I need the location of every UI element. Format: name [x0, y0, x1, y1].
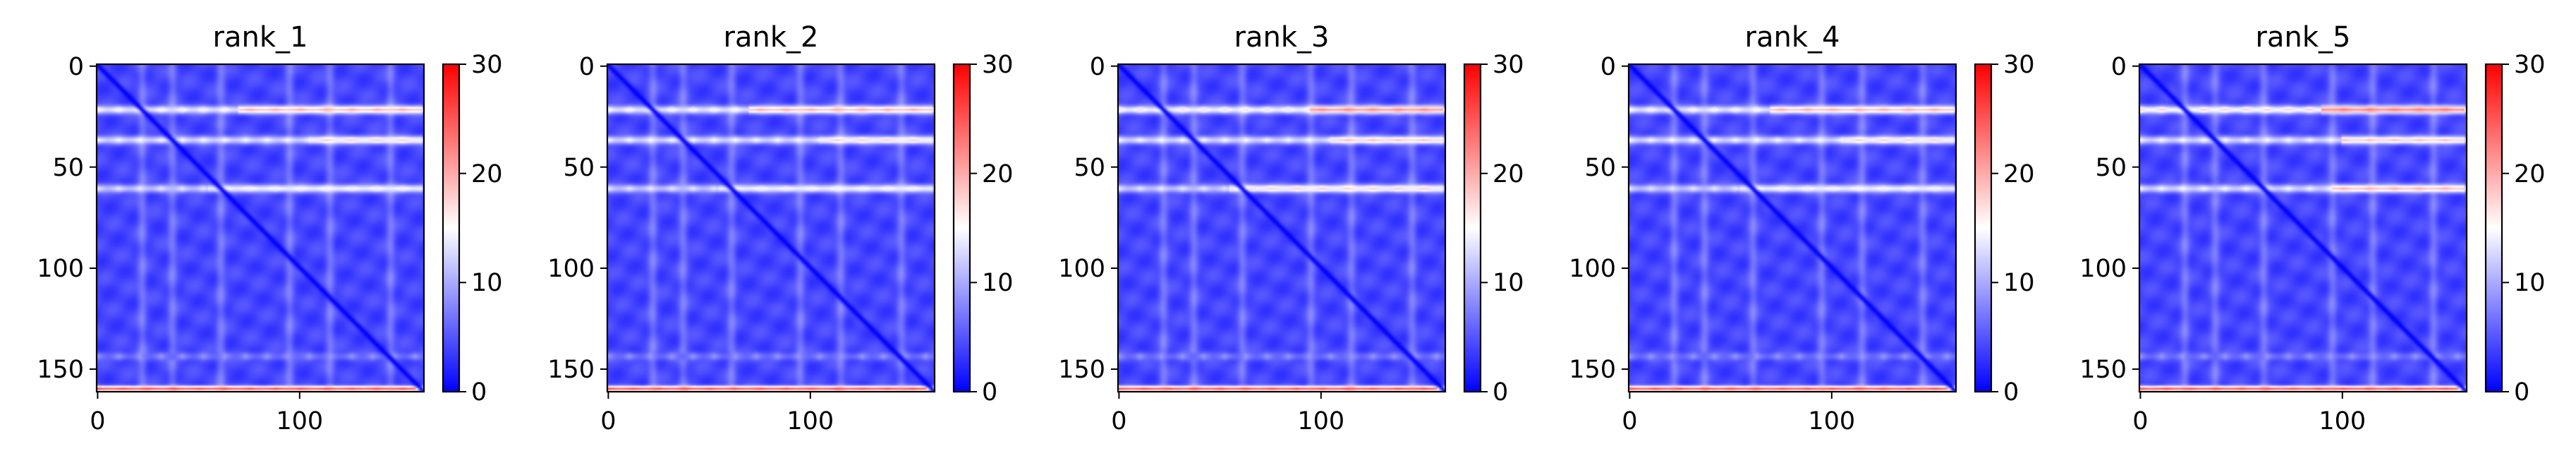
- colorbar-tick-label: 30: [471, 51, 503, 79]
- colorbar-frame: [2484, 63, 2503, 393]
- colorbar-tick-label: 10: [2514, 269, 2546, 297]
- x-tick-label: 0: [2132, 407, 2148, 435]
- y-tick-label: 50: [1074, 154, 1105, 182]
- colorbar-tick-label: 10: [1493, 269, 1524, 297]
- panel-title: rank_4: [1745, 21, 1840, 54]
- y-tick-label: 50: [1584, 154, 1616, 182]
- colorbar-tick-label: 20: [1493, 160, 1524, 188]
- colorbar: [1975, 64, 1991, 392]
- y-tick-label: 50: [563, 154, 595, 182]
- colorbar-tick-label: 0: [1493, 378, 1508, 407]
- panel-title: rank_5: [2256, 21, 2351, 54]
- colorbar-tick-label: 0: [2003, 378, 2019, 407]
- panel-rank-4: rank_4 0 50 100 150 0 100 0 10 20 30: [1569, 21, 2034, 435]
- colorbar: [1464, 64, 1481, 392]
- colorbar-tick-label: 20: [2514, 160, 2546, 188]
- colorbar-tick-label: 10: [982, 269, 1014, 297]
- colorbar-tick-label: 20: [2003, 160, 2035, 188]
- colorbar-tick-label: 30: [1493, 51, 1524, 79]
- heatmap-image: [607, 64, 935, 392]
- panel-title: rank_1: [213, 21, 308, 54]
- colorbar-frame: [952, 63, 971, 393]
- panel-title: rank_2: [724, 21, 819, 54]
- y-tick-label: 150: [547, 356, 595, 384]
- y-tick-label: 0: [579, 53, 595, 81]
- colorbar-tick-label: 20: [982, 160, 1014, 188]
- colorbar-frame: [1463, 63, 1482, 393]
- x-tick-label: 0: [600, 407, 616, 435]
- y-tick-label: 150: [2079, 356, 2127, 384]
- y-tick-label: 100: [547, 255, 595, 283]
- colorbar: [2486, 64, 2502, 392]
- colorbar-frame: [442, 63, 461, 393]
- x-tick-label: 0: [1622, 407, 1637, 435]
- y-tick-label: 100: [2079, 255, 2127, 283]
- colorbar-tick-label: 0: [471, 378, 487, 407]
- panel-rank-1: rank_1 0 50 100 150 0 100 0 10 20 30: [37, 21, 502, 435]
- y-tick-label: 0: [1600, 53, 1616, 81]
- heatmap-image: [1629, 64, 1956, 392]
- colorbar-tick-label: 20: [471, 160, 503, 188]
- x-tick-label: 100: [786, 407, 834, 435]
- panel-rank-2: rank_2 0 50 100 150 0 100 0 10 20 30: [547, 21, 1013, 435]
- y-tick-label: 150: [37, 356, 84, 384]
- colorbar-frame: [1974, 63, 1993, 393]
- colorbar-tick-label: 0: [2514, 378, 2529, 407]
- x-tick-label: 100: [2319, 407, 2366, 435]
- panel-title: rank_3: [1234, 21, 1330, 54]
- colorbar-tick-label: 0: [982, 378, 997, 407]
- colorbar-tick-label: 10: [2003, 269, 2035, 297]
- heatmap-image: [1118, 64, 1445, 392]
- heatmap-frame: [1117, 63, 1447, 393]
- colorbar: [954, 64, 970, 392]
- x-tick-label: 100: [276, 407, 323, 435]
- y-tick-label: 0: [68, 53, 84, 81]
- heatmap-frame: [606, 63, 936, 393]
- y-tick-label: 50: [2095, 154, 2127, 182]
- colorbar-tick-label: 30: [2514, 51, 2546, 79]
- y-tick-label: 0: [2111, 53, 2127, 81]
- colorbar-tick-label: 30: [982, 51, 1014, 79]
- colorbar: [443, 64, 459, 392]
- y-tick-label: 150: [1569, 356, 1616, 384]
- y-tick-label: 100: [1569, 255, 1616, 283]
- y-tick-label: 100: [1058, 255, 1105, 283]
- y-tick-label: 150: [1058, 356, 1105, 384]
- y-tick-label: 50: [52, 154, 84, 182]
- heatmap-frame: [95, 63, 425, 393]
- y-tick-label: 100: [37, 255, 84, 283]
- x-tick-label: 100: [1808, 407, 1855, 435]
- heatmap-image: [97, 64, 424, 392]
- x-tick-label: 0: [90, 407, 105, 435]
- x-tick-label: 0: [1111, 407, 1126, 435]
- heatmap-image: [2139, 64, 2467, 392]
- x-tick-label: 100: [1297, 407, 1344, 435]
- y-tick-label: 0: [1090, 53, 1105, 81]
- colorbar-tick-label: 30: [2003, 51, 2035, 79]
- colorbar-tick-label: 10: [471, 269, 503, 297]
- heatmap-frame: [1627, 63, 1957, 393]
- panel-rank-5: rank_5 0 50 100 150 0 100 0 10 20 30: [2079, 21, 2545, 435]
- panel-rank-3: rank_3 0 50 100 150 0 100 0 10 20 30: [1058, 21, 1524, 435]
- heatmap-frame: [2138, 63, 2468, 393]
